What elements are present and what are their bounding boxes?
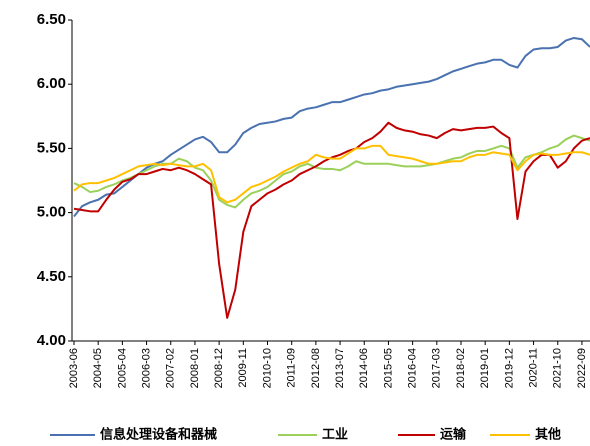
x-tick-label: 2003-06 [68, 348, 80, 388]
x-tick-label: 2019-01 [479, 348, 491, 388]
x-tick-label: 2011-09 [286, 348, 298, 388]
legend-label: 工业 [322, 426, 348, 441]
series-line [73, 144, 590, 204]
x-tick-label: 2006-03 [140, 348, 152, 388]
x-tick-label: 2019-12 [503, 348, 515, 388]
y-tick-label: 4.50 [37, 268, 66, 285]
y-tick-label: 6.50 [37, 11, 66, 28]
x-tick-label: 2017-03 [431, 348, 443, 388]
x-tick-label: 2012-08 [310, 348, 322, 388]
y-tick-label: 5.50 [37, 139, 66, 156]
x-tick-label: 2010-10 [261, 348, 273, 388]
x-tick-label: 2014-06 [358, 348, 370, 388]
x-tick-label: 2008-12 [213, 348, 225, 388]
x-tick-label: 2018-02 [455, 348, 467, 388]
legend-label: 运输 [440, 426, 467, 441]
series-line [73, 121, 590, 319]
x-tick-label: 2022-09 [576, 348, 588, 388]
x-tick-label: 2013-07 [334, 348, 346, 388]
y-tick-label: 5.00 [37, 204, 66, 221]
x-tick-label: 2016-04 [407, 348, 419, 388]
y-tick-label: 4.00 [37, 332, 66, 349]
x-tick-label: 2021-10 [552, 348, 564, 388]
x-tick-label: 2004-05 [92, 348, 104, 388]
x-tick-label: 2005-04 [116, 348, 128, 388]
x-tick-label: 2015-05 [382, 348, 394, 388]
x-tick-label: 2008-01 [189, 348, 201, 388]
y-tick-label: 6.00 [37, 75, 66, 92]
x-tick-label: 2009-11 [237, 348, 249, 388]
legend-label: 其他 [535, 426, 561, 441]
x-tick-label: 2020-11 [527, 348, 539, 388]
legend-label: 信息处理设备和器械 [100, 426, 217, 441]
series-line [73, 36, 590, 218]
x-tick-label: 2007-02 [165, 348, 177, 388]
